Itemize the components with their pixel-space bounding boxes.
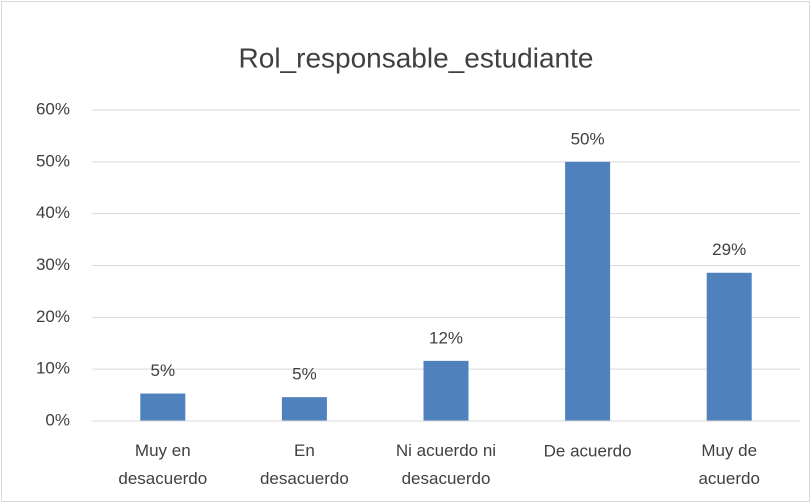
y-tick-label: 10% — [36, 359, 70, 378]
data-label: 5% — [151, 361, 176, 380]
chart-title: Rol_responsable_estudiante — [239, 42, 594, 73]
x-tick-label: Muy en desacuerdo — [118, 441, 207, 488]
y-tick-label: 50% — [36, 151, 70, 170]
bar — [281, 397, 327, 421]
y-tick-label: 30% — [36, 255, 70, 274]
data-label: 29% — [712, 240, 746, 259]
y-tick-label: 0% — [45, 410, 70, 429]
bar — [706, 272, 752, 421]
bar — [565, 161, 611, 422]
data-label: 12% — [429, 328, 463, 347]
x-tick-label: Muy de acuerdo — [698, 441, 759, 488]
bar — [140, 393, 186, 421]
y-tick-label: 60% — [36, 99, 70, 118]
data-label: 5% — [292, 365, 317, 384]
x-tick-label: De acuerdo — [544, 441, 632, 460]
y-tick-label: 40% — [36, 203, 70, 222]
x-tick-label: Ni acuerdo ni desacuerdo — [396, 441, 496, 488]
data-label: 50% — [571, 129, 605, 148]
y-tick-label: 20% — [36, 307, 70, 326]
bar — [423, 360, 469, 421]
x-tick-label: En desacuerdo — [260, 441, 349, 488]
